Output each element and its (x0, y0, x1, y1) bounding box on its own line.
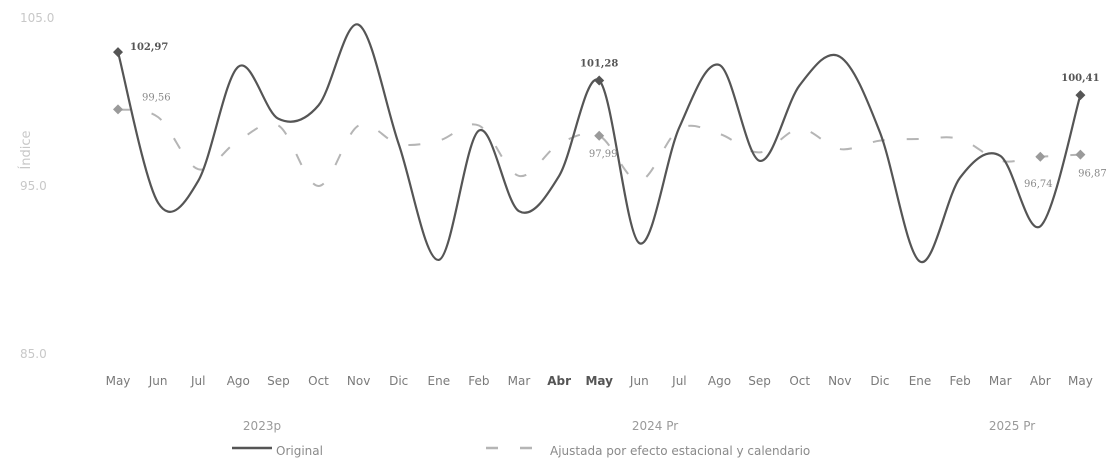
x-tick-label: May (106, 374, 131, 388)
x-tick-label: Jul (190, 374, 205, 388)
x-tick-label: Dic (870, 374, 889, 388)
x-tick-label: Feb (468, 374, 489, 388)
year-group-label: 2024 Pr (632, 419, 678, 433)
x-tick-label: Nov (828, 374, 851, 388)
x-tick-label: Mar (508, 374, 531, 388)
marker-adjusted (1075, 150, 1085, 160)
x-tick-label: May (1068, 374, 1093, 388)
x-tick-label: Oct (789, 374, 810, 388)
x-tick-label: Jun (148, 374, 168, 388)
y-axis-label: Índice (18, 130, 34, 169)
legend-label-original: Original (276, 444, 323, 458)
marker-original (1075, 90, 1085, 100)
series-line-adjusted (118, 109, 1080, 186)
y-tick-label: 95.0 (20, 179, 47, 193)
chart-legend: Original Ajustada por efecto estacional y… (232, 444, 810, 458)
data-label-adjusted: 99,56 (142, 92, 171, 103)
data-label-adjusted: 96,87 (1078, 169, 1107, 180)
year-group-label: 2025 Pr (989, 419, 1035, 433)
x-tick-label: Nov (347, 374, 370, 388)
x-tick-label: Ene (909, 374, 932, 388)
x-tick-label: Feb (949, 374, 970, 388)
year-group-label: 2023p (243, 419, 281, 433)
data-label-original: 102,97 (130, 42, 168, 53)
x-tick-label: Abr (1030, 374, 1051, 388)
marker-adjusted (1035, 152, 1045, 162)
x-tick-label: Dic (389, 374, 408, 388)
x-tick-label: Sep (267, 374, 290, 388)
x-tick-label: Sep (748, 374, 771, 388)
x-tick-label: Ene (428, 374, 451, 388)
x-tick-label: May (585, 374, 613, 388)
data-label-adjusted: 96,74 (1024, 179, 1053, 190)
marker-adjusted (113, 104, 123, 114)
data-label-original: 101,28 (580, 58, 618, 69)
legend-label-adjusted: Ajustada por efecto estacional y calenda… (550, 444, 810, 458)
marker-original (113, 47, 123, 57)
data-label-original: 100,41 (1061, 73, 1099, 84)
x-tick-label: Jun (629, 374, 649, 388)
data-label-adjusted: 97,99 (589, 149, 618, 160)
x-tick-label: Abr (547, 374, 571, 388)
x-tick-label: Mar (989, 374, 1012, 388)
y-tick-label: 105.0 (20, 11, 54, 25)
x-tick-label: Oct (308, 374, 329, 388)
y-tick-label: 85.0 (20, 347, 47, 361)
x-tick-label: Jul (671, 374, 686, 388)
x-tick-label: Ago (227, 374, 250, 388)
x-tick-label: Ago (708, 374, 731, 388)
